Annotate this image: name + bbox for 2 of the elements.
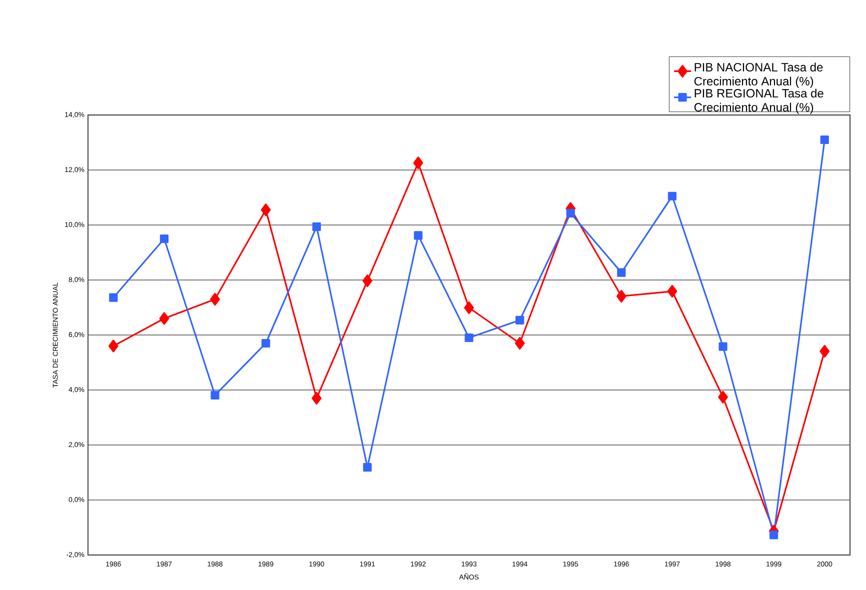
legend-label: PIB REGIONAL Tasa de Crecimiento Anual (%) bbox=[694, 88, 824, 114]
legend-label: PIB NACIONAL Tasa de Crecimiento Anual (%) bbox=[694, 62, 823, 88]
